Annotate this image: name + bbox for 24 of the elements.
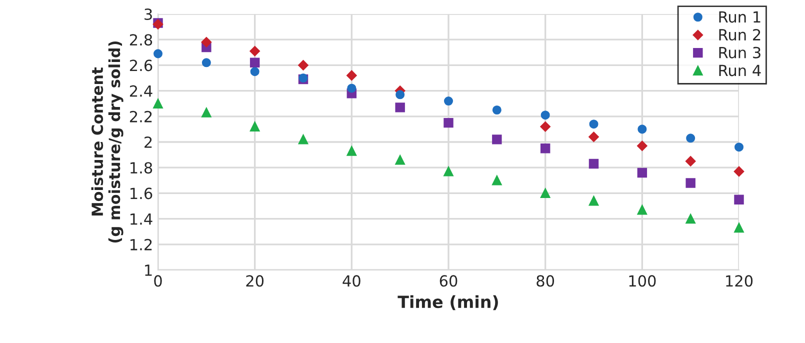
y-tick-label: 1.4 [130, 213, 152, 225]
x-tick-label: 40 [342, 275, 360, 287]
y-tick-label: 1.8 [130, 162, 152, 174]
y-tick-label: 1.2 [130, 238, 152, 250]
y-axis-title: Moisture Content (g moisture/g dry solid) [91, 42, 124, 242]
legend-label: Run 3 [719, 46, 760, 58]
y-tick-label: 1.6 [130, 188, 152, 200]
y-tick-label: 2.6 [130, 60, 152, 72]
y-tick-label: 1 [145, 264, 152, 276]
x-tick-label: 0 [154, 275, 162, 287]
x-tick-label: 20 [246, 275, 264, 287]
y-tick-label: 2 [144, 136, 152, 148]
x-tick-label: 120 [726, 275, 753, 287]
y-tick-label: 2.8 [130, 34, 152, 46]
legend-label: Run 2 [719, 28, 760, 41]
x-tick-label: 80 [536, 275, 554, 287]
y-tick-label: 2.4 [130, 85, 152, 97]
y-tick-label: 2.2 [130, 110, 152, 122]
x-tick-label: 100 [629, 275, 656, 287]
x-tick-label: 60 [440, 275, 458, 287]
y-tick-label: 3 [144, 8, 152, 20]
legend-label: Run 4 [719, 64, 761, 76]
legend-label: Run 1 [719, 11, 760, 23]
x-axis-title: Time (min) [398, 295, 498, 310]
